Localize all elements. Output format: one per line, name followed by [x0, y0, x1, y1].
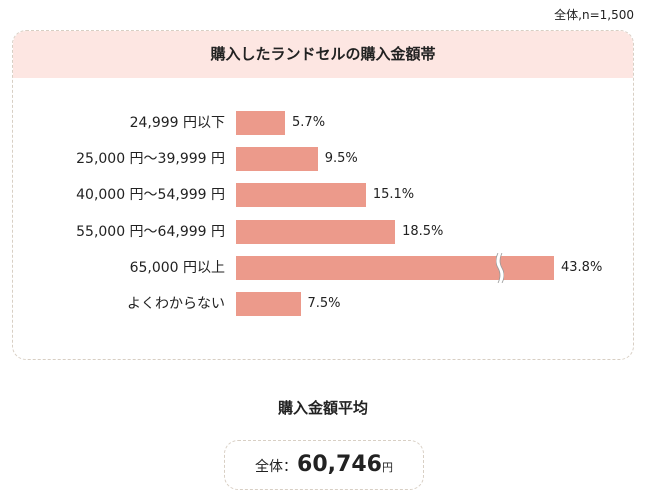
data-label: 18.5% — [402, 223, 444, 239]
category-label: 24,999 円以下 — [129, 115, 225, 131]
average-prefix: 全体： — [255, 459, 298, 475]
bar-row: 55,000 円～64,999 円 18.5% — [13, 219, 633, 244]
bar-row: 25,000 円～39,999 円 9.5% — [13, 147, 633, 172]
category-label: 55,000 円～64,999 円 — [76, 223, 225, 240]
bar — [236, 111, 286, 135]
chart-title: 購入したランドセルの購入金額帯 — [13, 31, 633, 78]
bar — [236, 147, 318, 172]
data-label: 7.5% — [307, 296, 341, 311]
category-label: 65,000 円以上 — [129, 259, 225, 276]
bar-row: 65,000 円以上 43.8% — [13, 252, 633, 283]
bar-row: 24,999 円以下 5.7% — [13, 111, 633, 135]
bar-row: 40,000 円～54,999 円 15.1% — [13, 183, 633, 208]
chart-card: 購入したランドセルの購入金額帯 24,999 円以下 5.7% 25,000 円～… — [12, 30, 634, 360]
category-label: 40,000 円～54,999 円 — [76, 187, 225, 204]
average-title: 購入金額平均 — [277, 399, 368, 417]
sample-size-note: 全体,n=1,500 — [554, 8, 634, 22]
axis-break-icon — [496, 252, 504, 283]
bar-row: よくわからない 7.5% — [13, 292, 633, 316]
data-label: 5.7% — [292, 115, 326, 130]
category-label: 25,000 円～39,999 円 — [76, 151, 225, 168]
data-label: 43.8% — [561, 259, 603, 275]
average-box: 全体：60,746円 — [224, 440, 424, 490]
bar — [236, 219, 396, 244]
bar — [236, 255, 554, 280]
data-label: 9.5% — [324, 151, 358, 167]
bar — [236, 183, 366, 208]
average-unit: 円 — [381, 461, 393, 474]
bar — [236, 292, 301, 316]
data-label: 15.1% — [372, 187, 415, 203]
average-value: 60,746 — [297, 452, 382, 477]
category-label: よくわからない — [127, 296, 225, 312]
